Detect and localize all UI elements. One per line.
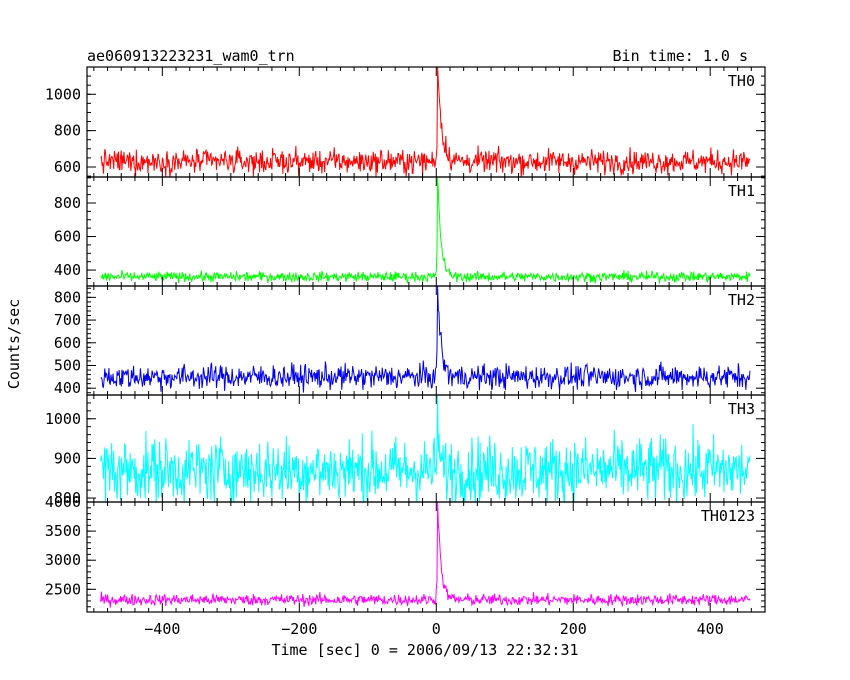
- series-line-th0: [100, 67, 751, 177]
- y-tick-label: 1000: [45, 410, 81, 428]
- y-tick-label: 1000: [45, 85, 81, 103]
- panel-frame: [86, 501, 766, 613]
- y-tick-label: 800: [54, 489, 81, 507]
- y-tick-label: 600: [54, 158, 81, 176]
- x-tick-label: −400: [144, 620, 180, 638]
- chart-title: ae060913223231_wam0_trn: [87, 47, 295, 65]
- y-tick-label: 800: [54, 122, 81, 140]
- series-line-th0123: [100, 502, 751, 608]
- x-tick-label: 400: [697, 620, 724, 638]
- y-tick-label: 2500: [45, 580, 81, 598]
- panel-th0123: TH0123 2500 3000 3500 4000: [45, 493, 766, 613]
- panel-label-th1: TH1: [728, 182, 755, 200]
- panel-label-th0123: TH0123: [701, 507, 755, 525]
- panel-th1: TH1 400 600 800: [54, 176, 766, 287]
- series-line-th2: [100, 286, 751, 393]
- panel-th3: TH3 800 900 1000: [45, 394, 766, 507]
- panel-label-th2: TH2: [728, 291, 755, 309]
- y-tick-label: 700: [54, 311, 81, 329]
- x-tick-label: 200: [560, 620, 587, 638]
- y-tick-label: 3500: [45, 522, 81, 540]
- x-tick-label: −200: [281, 620, 317, 638]
- panel-frame: [86, 176, 766, 287]
- y-tick-label: 500: [54, 356, 81, 374]
- y-tick-label: 800: [54, 194, 81, 212]
- x-tick-label: 0: [432, 620, 441, 638]
- x-axis-label: Time [sec] 0 = 2006/09/13 22:32:31: [271, 641, 578, 659]
- y-tick-label: 600: [54, 228, 81, 246]
- panel-label-th0: TH0: [728, 72, 755, 90]
- y-tick-label: 900: [54, 449, 81, 467]
- bin-time-label: Bin time: 1.0 s: [613, 47, 748, 65]
- y-tick-label: 4000: [45, 493, 81, 511]
- panel-label-th3: TH3: [728, 400, 755, 418]
- y-tick-label: 400: [54, 261, 81, 279]
- y-axis-label: Counts/sec: [5, 299, 23, 389]
- y-tick-label: 3000: [45, 551, 81, 569]
- panel-th2: TH2 400 500 600 700 800: [54, 285, 766, 397]
- x-tick-labels: −400 −200 0 200 400: [144, 620, 723, 638]
- panels-group: TH0 600 800 1000 TH1 400 600 800 TH2 400 500 600 700…: [45, 66, 766, 613]
- panel-th0: TH0 600 800 1000: [45, 66, 766, 178]
- y-tick-label: 800: [54, 288, 81, 306]
- series-line-th1: [100, 177, 751, 284]
- series-line-th3: [100, 395, 751, 502]
- y-tick-label: 400: [54, 379, 81, 397]
- y-tick-label: 600: [54, 334, 81, 352]
